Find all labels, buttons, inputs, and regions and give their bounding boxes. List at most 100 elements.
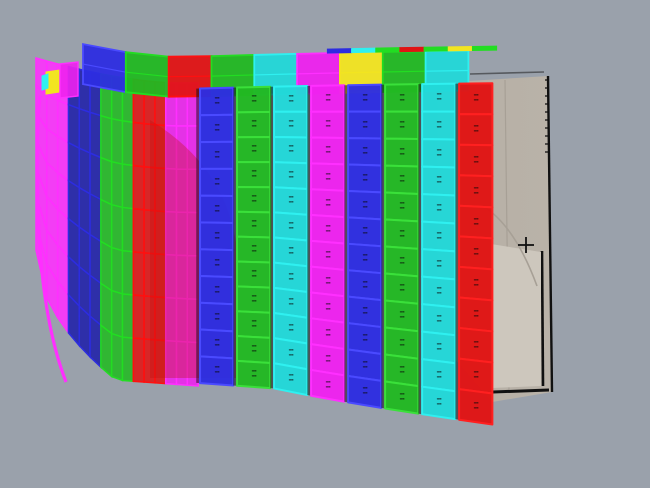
- mesh-quad[interactable]: [78, 147, 91, 196]
- mesh-quad[interactable]: [100, 156, 113, 206]
- corner-marker-group[interactable]: [41, 61, 79, 99]
- mesh-quad[interactable]: [132, 294, 145, 340]
- mesh-label-cell[interactable]: [458, 265, 494, 302]
- mesh-label-cell[interactable]: [421, 110, 457, 141]
- mesh-label-cell[interactable]: [421, 138, 457, 169]
- mesh-quad[interactable]: [89, 152, 102, 201]
- mesh-label-cell[interactable]: [199, 248, 235, 279]
- mesh-label-cell[interactable]: [199, 194, 235, 225]
- mesh-quad[interactable]: [56, 99, 70, 145]
- mesh-label-cell[interactable]: [458, 82, 494, 116]
- mesh-label-cell[interactable]: [310, 136, 346, 166]
- mesh-label-cell[interactable]: [421, 303, 457, 337]
- mesh-label-cell[interactable]: [310, 265, 346, 298]
- mesh-label-cell[interactable]: [273, 110, 309, 139]
- mesh-label-cell[interactable]: [421, 385, 457, 421]
- mesh-quad[interactable]: [121, 249, 135, 296]
- mesh-label-cell[interactable]: [384, 326, 420, 360]
- mesh-label-cell[interactable]: [236, 260, 272, 289]
- mesh-label-cell[interactable]: [458, 143, 494, 178]
- mesh-label-cell[interactable]: [199, 274, 235, 306]
- mesh-quad[interactable]: [110, 246, 124, 295]
- mesh-quad[interactable]: [67, 103, 80, 150]
- mesh-label-cell[interactable]: [199, 167, 235, 197]
- mesh-elements-group[interactable]: [35, 42, 498, 426]
- mesh-label-cell[interactable]: [458, 204, 494, 240]
- mesh-label-cell[interactable]: [199, 221, 235, 252]
- mesh-label-cell[interactable]: [199, 355, 235, 387]
- mesh-label-cell[interactable]: [236, 235, 272, 264]
- mesh-label-cell[interactable]: [347, 269, 383, 302]
- mesh-top-strip[interactable]: [82, 42, 470, 98]
- mesh-label-cell[interactable]: [458, 296, 494, 333]
- mesh-label-cell[interactable]: [236, 85, 272, 114]
- mesh-label-cell[interactable]: [273, 135, 309, 165]
- mesh-quad[interactable]: [132, 121, 145, 168]
- corner-marker-cyan[interactable]: [41, 73, 49, 91]
- mesh-quad[interactable]: [110, 117, 124, 166]
- mesh-label-cell[interactable]: [236, 161, 272, 189]
- mesh-quad[interactable]: [110, 160, 124, 209]
- mesh-label-cell[interactable]: [384, 137, 420, 168]
- mesh-label-cell[interactable]: [199, 86, 235, 117]
- mesh-label-cell[interactable]: [310, 84, 346, 113]
- mesh-label-cell[interactable]: [421, 275, 457, 309]
- mesh-label-cell[interactable]: [310, 188, 346, 219]
- corner-marker-magenta[interactable]: [59, 61, 79, 99]
- mesh-label-cell[interactable]: [236, 210, 272, 239]
- mesh-label-cell[interactable]: [384, 164, 420, 195]
- mesh-quad[interactable]: [132, 164, 145, 211]
- mesh-label-cell[interactable]: [458, 327, 494, 364]
- mesh-label-cell[interactable]: [310, 214, 346, 245]
- mesh-label-cell[interactable]: [310, 110, 346, 140]
- mesh-label-cell[interactable]: [347, 216, 383, 248]
- mesh-label-cell[interactable]: [421, 248, 457, 281]
- mesh-label-cell[interactable]: [273, 84, 309, 113]
- mesh-label-cell[interactable]: [421, 165, 457, 197]
- mesh-quad[interactable]: [110, 332, 124, 382]
- mesh-label-cell[interactable]: [347, 189, 383, 221]
- mesh-quad[interactable]: [121, 206, 135, 253]
- mesh-quad[interactable]: [110, 203, 124, 252]
- mesh-label-cell[interactable]: [236, 135, 272, 164]
- mesh-quad[interactable]: [121, 120, 135, 167]
- mesh-label-cell[interactable]: [384, 245, 420, 278]
- mesh-label-cell[interactable]: [310, 162, 346, 192]
- mesh-label-cell[interactable]: [384, 380, 420, 415]
- mesh-quad[interactable]: [89, 111, 102, 159]
- mesh-label-cell[interactable]: [458, 174, 494, 209]
- mesh-label-cell[interactable]: [310, 368, 346, 403]
- mesh-label-cell[interactable]: [236, 359, 272, 390]
- mesh-label-cell[interactable]: [347, 110, 383, 140]
- mesh-label-cell[interactable]: [384, 110, 420, 141]
- mesh-label-cell[interactable]: [199, 301, 235, 333]
- mesh-label-cell[interactable]: [384, 272, 420, 305]
- mesh-quad[interactable]: [89, 192, 102, 243]
- mesh-label-cell[interactable]: [236, 185, 272, 214]
- mesh-label-cell[interactable]: [199, 328, 235, 360]
- mesh-label-cell[interactable]: [421, 82, 457, 113]
- mesh-label-cell[interactable]: [421, 330, 457, 365]
- mesh-label-cell[interactable]: [458, 388, 494, 426]
- mesh-quad[interactable]: [121, 336, 135, 383]
- mesh-label-cell[interactable]: [347, 163, 383, 194]
- mesh-quad[interactable]: [132, 207, 145, 254]
- mesh-quad[interactable]: [132, 251, 145, 297]
- mesh-quad[interactable]: [100, 240, 113, 293]
- mesh-label-cell[interactable]: [236, 110, 272, 139]
- mesh-label-cell[interactable]: [384, 191, 420, 223]
- mesh-quad[interactable]: [100, 323, 113, 379]
- mesh-label-cell[interactable]: [199, 140, 235, 170]
- mesh-label-cell[interactable]: [347, 83, 383, 113]
- mesh-quad[interactable]: [132, 337, 145, 383]
- mesh-quad[interactable]: [100, 198, 113, 249]
- mesh-label-cell[interactable]: [347, 295, 383, 329]
- mesh-quad[interactable]: [100, 114, 113, 163]
- mesh-quad[interactable]: [186, 341, 199, 387]
- mesh-label-columns[interactable]: [196, 82, 494, 426]
- mesh-label-cell[interactable]: [273, 362, 309, 397]
- mesh-label-cell[interactable]: [347, 137, 383, 167]
- mesh-quad[interactable]: [110, 289, 124, 339]
